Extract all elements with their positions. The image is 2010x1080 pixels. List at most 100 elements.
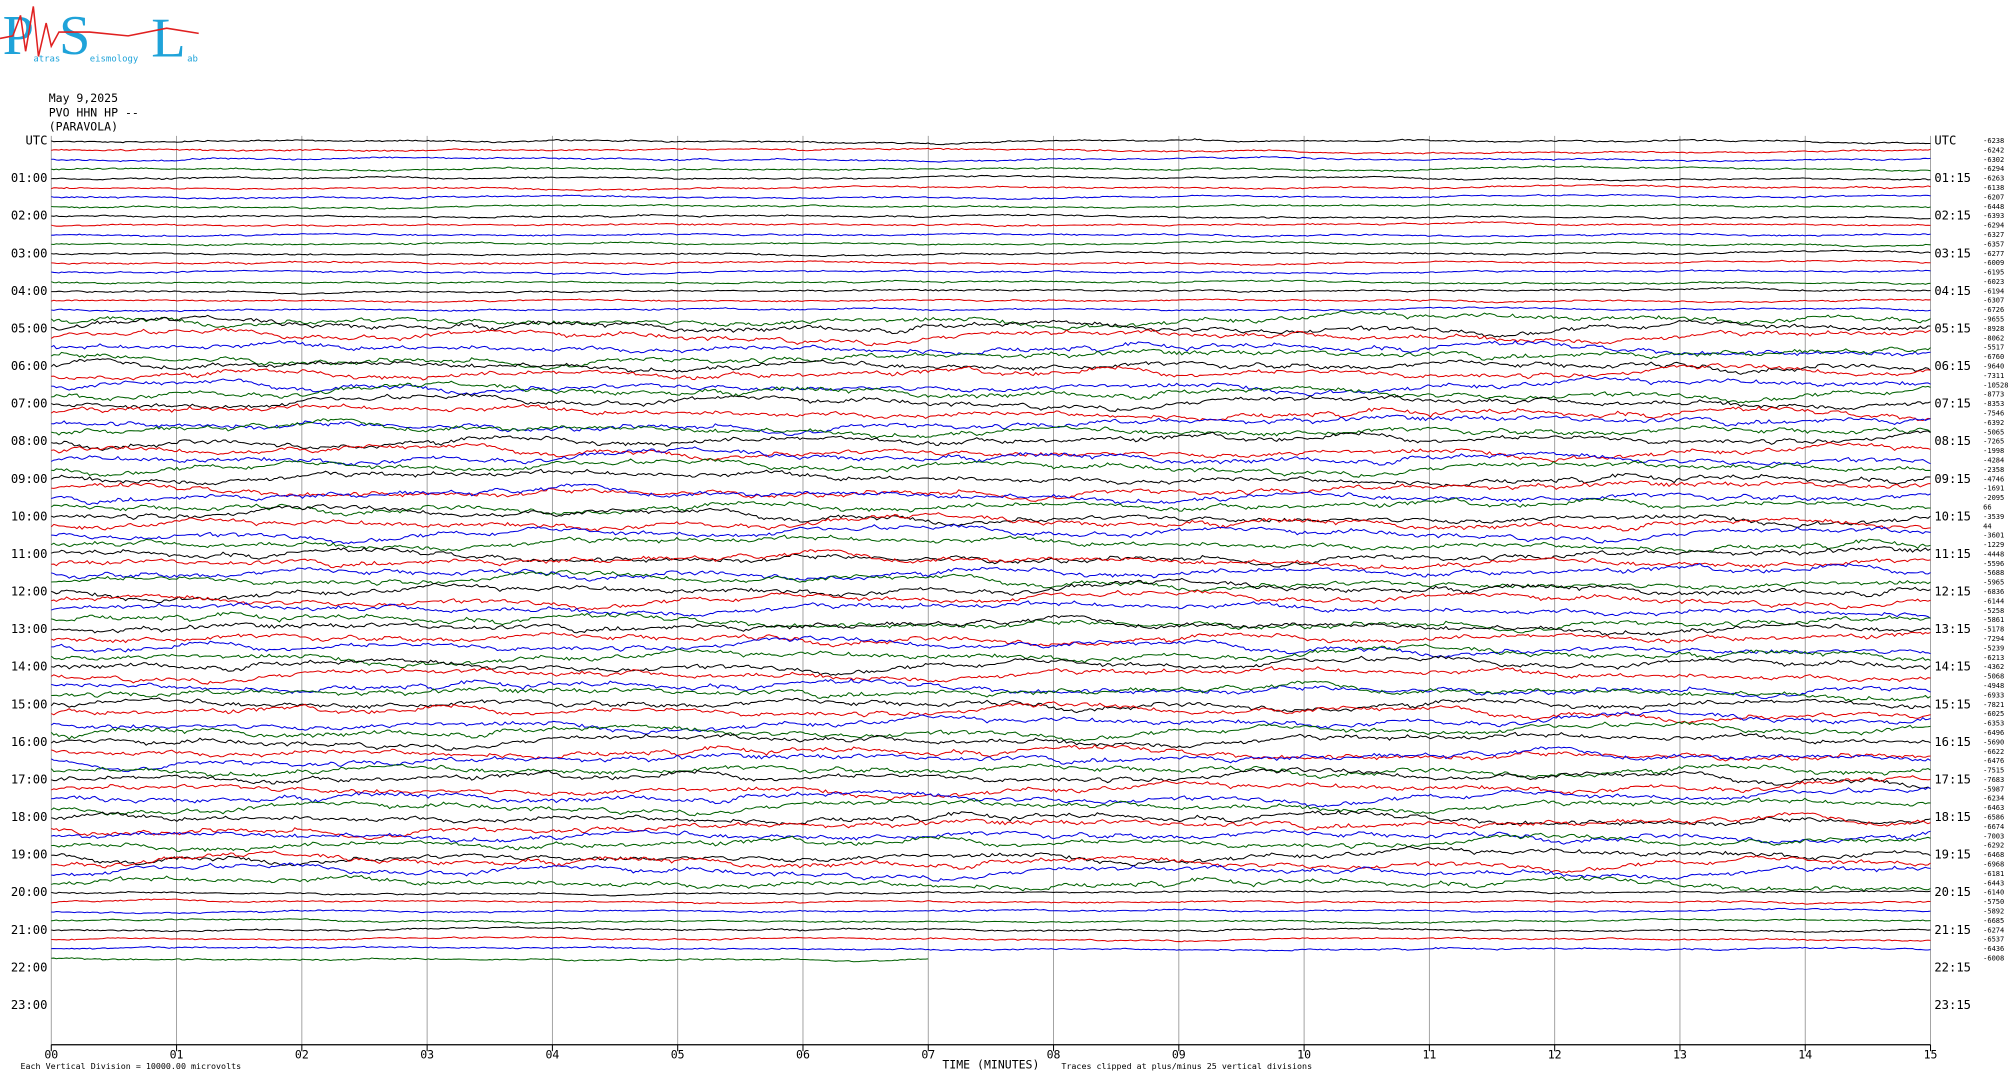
x-tick-label: 05 [671,1047,685,1061]
trace [51,829,1931,845]
x-tick-label: 01 [170,1047,184,1061]
trace-offset: -6760 [1983,352,2004,361]
trace [51,945,1931,952]
logo-word: eismology [90,54,139,64]
trace [51,746,1931,773]
trace-offset: -6294 [1983,221,2004,230]
x-axis-label: TIME (MINUTES) [942,1058,1039,1072]
trace [51,362,1931,381]
x-tick-label: 12 [1548,1047,1562,1061]
trace-offset: -6194 [1983,286,2004,295]
trace [51,193,1931,200]
trace [51,874,1931,892]
hour-label: 18:00 [11,810,48,824]
hour-label: 05:15 [1934,321,1971,335]
trace [51,203,1931,210]
trace [51,614,1931,636]
hour-label: 20:00 [11,885,48,899]
trace [51,480,1931,502]
trace [50,797,1931,817]
hour-label: 06:00 [11,359,48,373]
hour-label: 15:00 [11,697,48,711]
trace [51,446,1931,467]
trace-offset: -9655 [1983,315,2004,324]
trace-offset: -6263 [1983,174,2004,183]
trace-offset: -6242 [1983,145,2004,154]
trace [51,298,1931,304]
trace-offset: -6009 [1983,258,2004,267]
trace [50,512,1931,532]
x-tick-label: 06 [796,1047,810,1061]
trace-offset: -6213 [1983,653,2004,662]
trace [51,680,1931,702]
hour-label: 21:15 [1934,923,1971,937]
hour-label: 13:15 [1934,622,1971,636]
trace-offset: -6392 [1983,418,2004,427]
trace [51,393,1931,413]
trace-offset: -8773 [1983,390,2004,399]
trace-offset: -6476 [1983,756,2004,765]
trace-offset: -5987 [1983,784,2004,793]
trace-offset: -8062 [1983,333,2004,342]
trace [51,523,1931,545]
trace [51,306,1931,313]
hour-label: 15:15 [1934,697,1971,711]
trace-offset: -2095 [1983,493,2004,502]
trace-offset: -5517 [1983,343,2004,352]
trace [51,183,1931,192]
hour-label: 02:15 [1934,209,1971,223]
trace-offset: -5239 [1983,643,2004,652]
trace-offset: -7821 [1983,700,2004,709]
hour-label: 02:00 [11,209,48,223]
trace-offset: -6292 [1983,841,2004,850]
trace [51,907,1931,915]
trace [51,635,1931,658]
hour-label: 09:15 [1934,472,1971,486]
x-tick-label: 11 [1422,1047,1436,1061]
logo-wave [0,6,199,57]
trace [51,889,1931,897]
trace-offset: -5688 [1983,568,2004,577]
scale-note: Each Vertical Division = 10000.00 microv… [21,1061,242,1071]
date: May 9,2025 [49,91,118,105]
trace [51,775,1931,801]
trace [51,546,1931,568]
trace-offset: -5750 [1983,897,2004,906]
hour-label: 23:15 [1934,998,1971,1012]
hour-label: 19:00 [11,848,48,862]
trace [51,936,1931,943]
hour-label: 08:15 [1934,434,1971,448]
x-tick-label: 08 [1047,1047,1061,1061]
site: (PARAVOLA) [49,119,118,133]
hour-label: 04:00 [11,284,48,298]
trace [51,414,1931,436]
logo-letter: P [3,5,34,67]
trace-offset: -6933 [1983,690,2004,699]
hour-label: 16:15 [1934,735,1971,749]
trace-offset: -10528 [1983,380,2008,389]
trace [51,786,1931,808]
trace [51,287,1931,295]
trace [51,589,1931,611]
trace-offset: -6307 [1983,296,2004,305]
trace-offset: -7683 [1983,775,2004,784]
hour-label: 14:00 [11,660,48,674]
logo-letter: L [151,8,185,70]
trace [51,249,1931,257]
trace-offset: -6294 [1983,164,2004,173]
trace [51,862,1931,882]
trace-offset: -1691 [1983,484,2004,493]
trace-offset: -1229 [1983,540,2004,549]
clip-note: Traces clipped at plus/minus 25 vertical… [1061,1061,1312,1071]
trace [51,611,1931,634]
trace-offset: -4448 [1983,549,2004,558]
trace [51,240,1931,248]
trace-offset: -6207 [1983,192,2004,201]
trace [51,147,1931,155]
trace-offset: -6357 [1983,239,2004,248]
trace-offset: -4948 [1983,681,2004,690]
trace [51,269,1931,276]
hour-label: 11:00 [11,547,48,561]
trace-offset: -6674 [1983,822,2004,831]
